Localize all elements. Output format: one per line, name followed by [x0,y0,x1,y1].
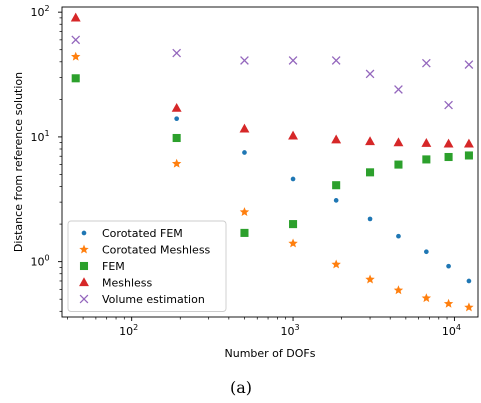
data-point-volume-estimation [444,100,453,110]
plot-frame [61,6,479,318]
data-point-fem [240,228,249,237]
data-point-meshless [70,12,81,22]
legend-marker-volume-estimation [79,294,89,304]
marks-layer [70,12,474,312]
legend-marker-fem [79,261,89,271]
x-axis-title: Number of DOFs [225,347,316,360]
data-point-volume-estimation-stroke [71,35,81,45]
y-tick-label: 101 [30,129,49,144]
data-point-fem [464,151,473,160]
data-point-corotated-fem [466,278,472,284]
data-point-volume-estimation-stroke [444,100,453,110]
data-point-volume-estimation [464,60,474,69]
data-point-meshless [171,102,182,112]
x-tick-label: 102 [119,323,138,338]
data-point-corotated-fem [174,116,180,122]
data-point-corotated-fem [367,216,373,222]
data-point-corotated-meshless [239,207,250,217]
data-point-corotated-fem [396,233,401,239]
legend-label-volume-estimation: Volume estimation [102,293,205,306]
legend-marker-corotated-fem [81,230,87,236]
legend-box [67,220,227,312]
data-point-volume-estimation-stroke [288,56,298,65]
data-point-corotated-fem [446,263,451,269]
legend-label-fem: FEM [102,260,125,273]
legend-label-corotated-meshless: Corotated Meshless [102,244,211,257]
data-point-fem [422,155,431,164]
series-meshless [70,12,474,148]
series-fem [71,74,473,237]
data-point-meshless [239,123,250,133]
data-point-volume-estimation [331,56,341,65]
data-point-corotated-meshless [464,302,474,312]
legend-marker-corotated-meshless [79,244,89,254]
data-point-meshless [288,130,298,140]
x-tick-label: 104 [442,323,461,338]
data-point-corotated-meshless [365,274,375,284]
data-point-corotated-meshless [71,51,81,61]
data-point-volume-estimation [421,58,431,68]
data-point-volume-estimation-stroke [331,56,341,65]
data-point-volume-estimation-stroke [421,58,431,68]
data-point-corotated-meshless [288,238,298,248]
data-point-corotated-meshless [421,293,432,303]
data-point-volume-estimation [172,48,182,58]
data-point-corotated-meshless [331,259,341,269]
data-point-volume-estimation-stroke [464,60,474,69]
data-point-corotated-meshless [393,285,404,295]
x-tick-label: 103 [281,323,300,338]
data-point-meshless [463,138,474,148]
legend: Corotated FEM Corotated Meshless FEM Meshle… [67,220,227,312]
data-point-corotated-fem [242,150,247,155]
data-point-volume-estimation [71,35,81,45]
data-point-meshless [365,136,375,146]
data-point-corotated-fem [333,198,339,203]
series-corotated-fem [73,76,472,284]
data-point-fem [71,74,80,83]
y-axis-title: Distance from reference solution [12,72,25,252]
data-point-fem [289,220,298,229]
legend-label-corotated-fem: Corotated FEM [102,227,183,240]
legend-marker-meshless [79,277,89,287]
data-point-volume-estimation-stroke [240,56,249,65]
data-point-meshless [393,137,404,147]
data-point-corotated-fem [424,249,429,255]
data-point-volume-estimation-stroke [365,69,375,79]
legend-label-meshless: Meshless [102,277,153,290]
y-tick-label: 102 [30,4,49,19]
data-point-meshless [443,138,454,148]
data-point-corotated-meshless [443,298,454,308]
data-point-fem [332,181,341,190]
data-point-volume-estimation-stroke [172,48,182,58]
data-point-volume-estimation-stroke [394,85,403,94]
data-point-fem [172,133,181,143]
data-point-volume-estimation [365,69,375,79]
y-tick-label: 100 [30,254,49,269]
data-point-meshless [421,138,432,147]
data-point-corotated-meshless [171,158,182,168]
data-point-meshless [331,134,342,144]
series-volume-estimation [71,35,474,110]
data-point-corotated-fem [290,176,296,182]
figure-caption: (a) [230,378,252,397]
data-point-volume-estimation [288,56,298,65]
data-point-fem [366,168,375,177]
data-point-volume-estimation [394,85,403,94]
data-point-fem [444,152,453,162]
data-point-volume-estimation [240,56,249,65]
legend-marker-volume-estimation-stroke [79,294,89,304]
data-point-fem [394,160,403,169]
series-corotated-meshless [71,51,474,312]
